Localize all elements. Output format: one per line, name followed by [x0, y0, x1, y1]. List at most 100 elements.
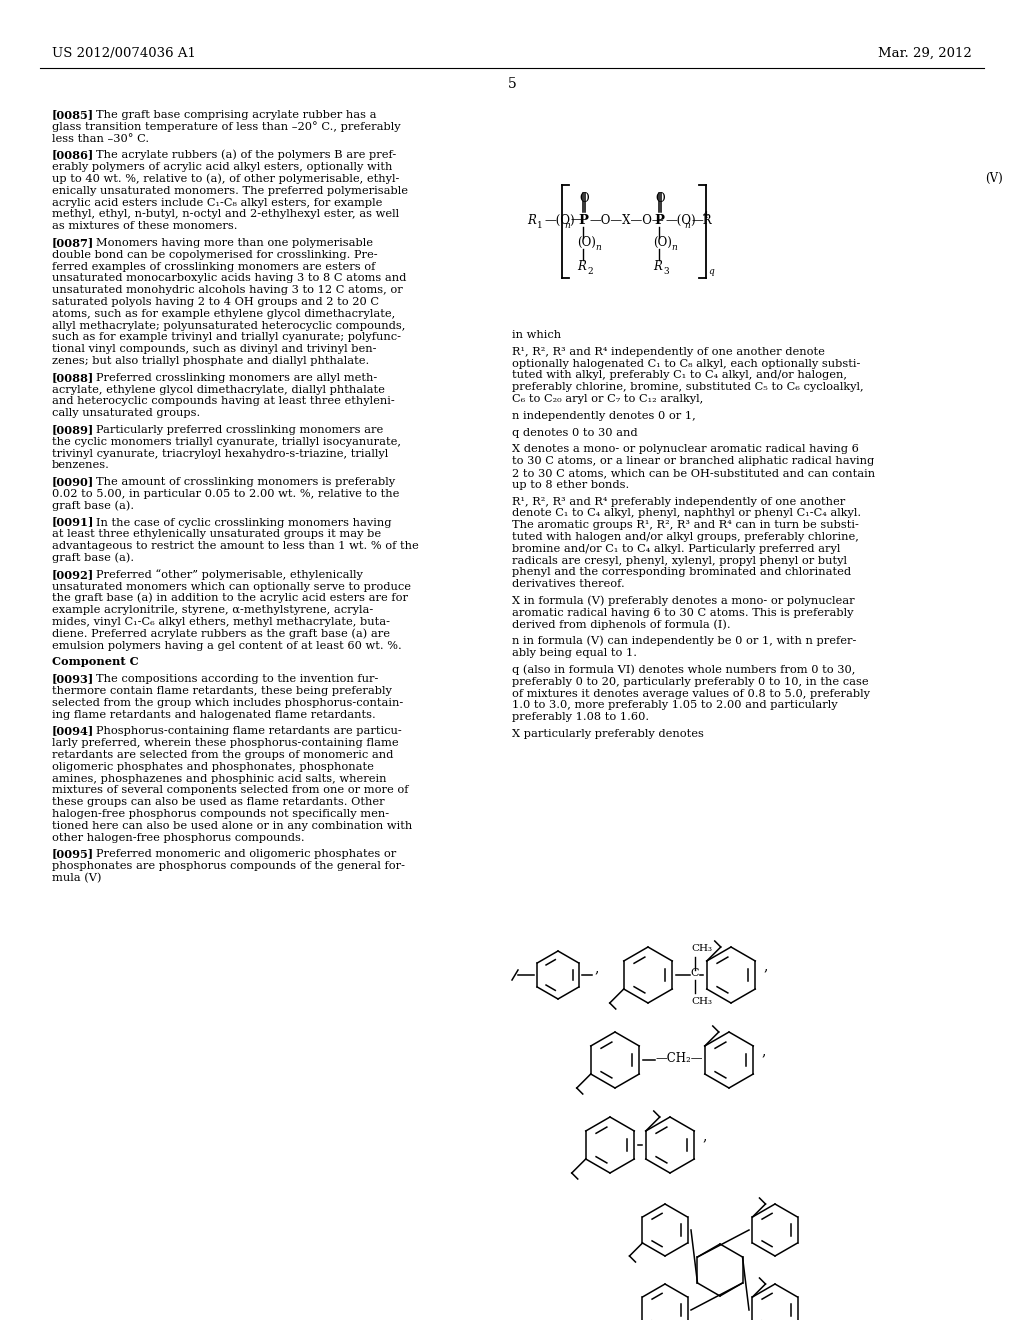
Text: emulsion polymers having a gel content of at least 60 wt. %.: emulsion polymers having a gel content o… — [52, 640, 401, 651]
Text: acrylic acid esters include C₁-C₈ alkyl esters, for example: acrylic acid esters include C₁-C₈ alkyl … — [52, 198, 382, 207]
Text: [0093]: [0093] — [52, 673, 94, 684]
Text: unsaturated monocarboxylic acids having 3 to 8 C atoms and: unsaturated monocarboxylic acids having … — [52, 273, 407, 284]
Text: such as for example trivinyl and triallyl cyanurate; polyfunc-: such as for example trivinyl and trially… — [52, 333, 401, 342]
Text: n: n — [564, 220, 569, 230]
Text: —(O): —(O) — [665, 214, 695, 227]
Text: n in formula (V) can independently be 0 or 1, with n prefer-: n in formula (V) can independently be 0 … — [512, 636, 856, 647]
Text: ,: , — [763, 960, 767, 973]
Text: ,: , — [761, 1044, 765, 1059]
Text: unsaturated monomers which can optionally serve to produce: unsaturated monomers which can optionall… — [52, 582, 411, 591]
Text: double bond can be copolymerised for crosslinking. Pre-: double bond can be copolymerised for cro… — [52, 249, 378, 260]
Text: methyl, ethyl, n-butyl, n-octyl and 2-ethylhexyl ester, as well: methyl, ethyl, n-butyl, n-octyl and 2-et… — [52, 210, 399, 219]
Text: q (also in formula VI) denotes whole numbers from 0 to 30,: q (also in formula VI) denotes whole num… — [512, 664, 855, 675]
Text: cally unsaturated groups.: cally unsaturated groups. — [52, 408, 201, 418]
Text: [0095]: [0095] — [52, 849, 94, 859]
Text: CH₃: CH₃ — [691, 944, 712, 953]
Text: up to 40 wt. %, relative to (a), of other polymerisable, ethyl-: up to 40 wt. %, relative to (a), of othe… — [52, 173, 399, 183]
Text: —(O): —(O) — [544, 214, 574, 227]
Text: the graft base (a) in addition to the acrylic acid esters are for: the graft base (a) in addition to the ac… — [52, 593, 408, 603]
Text: 5: 5 — [508, 77, 516, 91]
Text: [0091]: [0091] — [52, 516, 94, 528]
Text: —CH₂—: —CH₂— — [655, 1052, 702, 1064]
Text: enically unsaturated monomers. The preferred polymerisable: enically unsaturated monomers. The prefe… — [52, 186, 408, 195]
Text: P: P — [654, 214, 664, 227]
Text: n independently denotes 0 or 1,: n independently denotes 0 or 1, — [512, 411, 695, 421]
Text: bromine and/or C₁ to C₄ alkyl. Particularly preferred aryl: bromine and/or C₁ to C₄ alkyl. Particula… — [512, 544, 841, 554]
Text: erably polymers of acrylic acid alkyl esters, optionally with: erably polymers of acrylic acid alkyl es… — [52, 162, 392, 172]
Text: derivatives thereof.: derivatives thereof. — [512, 579, 625, 589]
Text: [0092]: [0092] — [52, 569, 94, 579]
Text: 3: 3 — [663, 267, 669, 276]
Text: In the case of cyclic crosslinking monomers having: In the case of cyclic crosslinking monom… — [96, 517, 391, 528]
Text: O: O — [655, 191, 665, 205]
Text: retardants are selected from the groups of monomeric and: retardants are selected from the groups … — [52, 750, 393, 760]
Text: Phosphorus-containing flame retardants are particu-: Phosphorus-containing flame retardants a… — [96, 726, 401, 737]
Text: denote C₁ to C₄ alkyl, phenyl, naphthyl or phenyl C₁-C₄ alkyl.: denote C₁ to C₄ alkyl, phenyl, naphthyl … — [512, 508, 861, 519]
Text: other halogen-free phosphorus compounds.: other halogen-free phosphorus compounds. — [52, 833, 304, 842]
Text: R¹, R², R³ and R⁴ independently of one another denote: R¹, R², R³ and R⁴ independently of one a… — [512, 347, 825, 356]
Text: X particularly preferably denotes: X particularly preferably denotes — [512, 729, 703, 739]
Text: saturated polyols having 2 to 4 OH groups and 2 to 20 C: saturated polyols having 2 to 4 OH group… — [52, 297, 379, 308]
Text: n: n — [684, 220, 690, 230]
Text: 1: 1 — [537, 220, 543, 230]
Text: C₆ to C₂₀ aryl or C₇ to C₁₂ aralkyl,: C₆ to C₂₀ aryl or C₇ to C₁₂ aralkyl, — [512, 393, 703, 404]
Text: unsaturated monohydric alcohols having 3 to 12 C atoms, or: unsaturated monohydric alcohols having 3… — [52, 285, 402, 296]
Text: —: — — [570, 214, 582, 227]
Text: glass transition temperature of less than –20° C., preferably: glass transition temperature of less tha… — [52, 121, 400, 132]
Text: to 30 C atoms, or a linear or branched aliphatic radical having: to 30 C atoms, or a linear or branched a… — [512, 457, 874, 466]
Text: Preferred crosslinking monomers are allyl meth-: Preferred crosslinking monomers are ally… — [96, 372, 377, 383]
Text: allyl methacrylate; polyunsaturated heterocyclic compounds,: allyl methacrylate; polyunsaturated hete… — [52, 321, 406, 330]
Text: (O): (O) — [577, 235, 596, 248]
Text: zenes; but also triallyl phosphate and diallyl phthalate.: zenes; but also triallyl phosphate and d… — [52, 356, 370, 366]
Text: Preferred monomeric and oligomeric phosphates or: Preferred monomeric and oligomeric phosp… — [96, 849, 396, 859]
Text: 1.0 to 3.0, more preferably 1.05 to 2.00 and particularly: 1.0 to 3.0, more preferably 1.05 to 2.00… — [512, 701, 838, 710]
Text: The acrylate rubbers (a) of the polymers B are pref-: The acrylate rubbers (a) of the polymers… — [96, 150, 396, 161]
Text: Mar. 29, 2012: Mar. 29, 2012 — [879, 48, 972, 59]
Text: (V): (V) — [985, 172, 1002, 185]
Text: as mixtures of these monomers.: as mixtures of these monomers. — [52, 222, 238, 231]
Text: ably being equal to 1.: ably being equal to 1. — [512, 648, 637, 659]
Text: atoms, such as for example ethylene glycol dimethacrylate,: atoms, such as for example ethylene glyc… — [52, 309, 395, 319]
Text: —R: —R — [691, 214, 712, 227]
Text: thermore contain flame retardants, these being preferably: thermore contain flame retardants, these… — [52, 686, 392, 696]
Text: [0086]: [0086] — [52, 149, 94, 161]
Text: less than –30° C.: less than –30° C. — [52, 133, 150, 144]
Text: radicals are cresyl, phenyl, xylenyl, propyl phenyl or butyl: radicals are cresyl, phenyl, xylenyl, pr… — [512, 556, 847, 565]
Text: these groups can also be used as flame retardants. Other: these groups can also be used as flame r… — [52, 797, 385, 808]
Text: amines, phosphazenes and phosphinic acid salts, wherein: amines, phosphazenes and phosphinic acid… — [52, 774, 386, 784]
Text: The aromatic groups R¹, R², R³ and R⁴ can in turn be substi-: The aromatic groups R¹, R², R³ and R⁴ ca… — [512, 520, 859, 531]
Text: preferably chlorine, bromine, substituted C₅ to C₆ cycloalkyl,: preferably chlorine, bromine, substitute… — [512, 383, 863, 392]
Text: phosphonates are phosphorus compounds of the general for-: phosphonates are phosphorus compounds of… — [52, 861, 406, 871]
Text: up to 8 ether bonds.: up to 8 ether bonds. — [512, 479, 630, 490]
Text: [0094]: [0094] — [52, 726, 94, 737]
Text: ing flame retardants and halogenated flame retardants.: ing flame retardants and halogenated fla… — [52, 710, 376, 719]
Text: R: R — [577, 260, 586, 272]
Text: [0087]: [0087] — [52, 238, 94, 248]
Text: trivinyl cyanurate, triacryloyl hexahydro-s-triazine, triallyl: trivinyl cyanurate, triacryloyl hexahydr… — [52, 449, 388, 458]
Text: [0085]: [0085] — [52, 110, 94, 120]
Text: at least three ethylenically unsaturated groups it may be: at least three ethylenically unsaturated… — [52, 529, 381, 540]
Text: acrylate, ethylene glycol dimethacrylate, diallyl phthalate: acrylate, ethylene glycol dimethacrylate… — [52, 384, 385, 395]
Text: C: C — [690, 968, 698, 978]
Text: The graft base comprising acrylate rubber has a: The graft base comprising acrylate rubbe… — [96, 110, 377, 120]
Text: graft base (a).: graft base (a). — [52, 500, 134, 511]
Text: The amount of crosslinking monomers is preferably: The amount of crosslinking monomers is p… — [96, 478, 395, 487]
Text: tuted with halogen and/or alkyl groups, preferably chlorine,: tuted with halogen and/or alkyl groups, … — [512, 532, 859, 543]
Text: optionally halogenated C₁ to C₈ alkyl, each optionally substi-: optionally halogenated C₁ to C₈ alkyl, e… — [512, 359, 860, 368]
Text: n: n — [671, 243, 677, 252]
Text: q: q — [708, 267, 714, 276]
Text: Monomers having more than one polymerisable: Monomers having more than one polymerisa… — [96, 238, 373, 248]
Text: 2 to 30 C atoms, which can be OH-substituted and can contain: 2 to 30 C atoms, which can be OH-substit… — [512, 469, 876, 478]
Text: CH₃: CH₃ — [691, 997, 712, 1006]
Text: R: R — [527, 214, 536, 227]
Text: tional vinyl compounds, such as divinyl and trivinyl ben-: tional vinyl compounds, such as divinyl … — [52, 345, 377, 354]
Text: Preferred “other” polymerisable, ethylenically: Preferred “other” polymerisable, ethylen… — [96, 569, 362, 579]
Text: q denotes 0 to 30 and: q denotes 0 to 30 and — [512, 428, 638, 438]
Text: and heterocyclic compounds having at least three ethyleni-: and heterocyclic compounds having at lea… — [52, 396, 394, 407]
Text: —O—X—O—: —O—X—O— — [589, 214, 664, 227]
Text: P: P — [578, 214, 588, 227]
Text: mides, vinyl C₁-C₆ alkyl ethers, methyl methacrylate, buta-: mides, vinyl C₁-C₆ alkyl ethers, methyl … — [52, 616, 390, 627]
Text: ,: , — [594, 961, 598, 975]
Text: benzenes.: benzenes. — [52, 461, 110, 470]
Text: X in formula (V) preferably denotes a mono- or polynuclear: X in formula (V) preferably denotes a mo… — [512, 595, 855, 606]
